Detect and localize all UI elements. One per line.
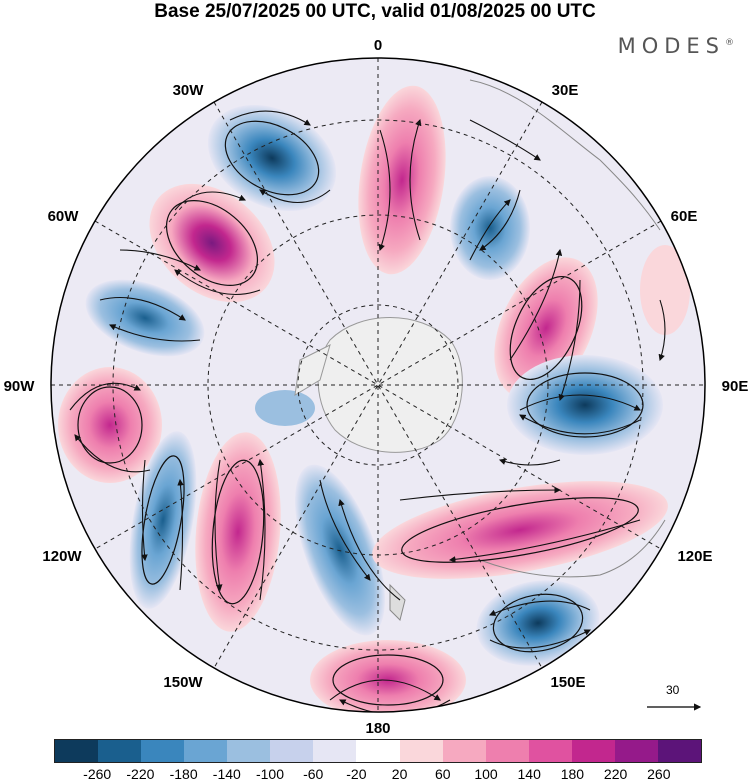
colorbar-tick-label: 220 — [603, 766, 628, 782]
anomaly-field — [51, 58, 705, 712]
lon-label-150w: 150W — [163, 674, 203, 691]
lon-label-60w: 60W — [48, 208, 80, 225]
colorbar-segment — [571, 740, 615, 762]
lon-label-30e: 30E — [552, 82, 579, 99]
colorbar-segment — [55, 740, 99, 762]
reference-vector-label: 30 — [666, 683, 680, 697]
lon-label-60e: 60E — [671, 208, 698, 225]
colorbar-segment — [356, 740, 400, 762]
colorbar-tick-label: 260 — [647, 766, 671, 782]
lon-label-150e: 150E — [550, 674, 585, 691]
colorbar-segment — [399, 740, 443, 762]
colorbar-segment — [227, 740, 271, 762]
colorbar-segment — [141, 740, 185, 762]
colorbar-tick-label: 20 — [391, 766, 408, 782]
colorbar-tick-label: -100 — [255, 766, 285, 782]
graticule — [51, 58, 705, 712]
colorbar-tick-label: 60 — [435, 766, 451, 782]
colorbar-segment — [657, 740, 701, 762]
polar-map[interactable]: 0 30E 60E 90E 120E 150E 180 150W 120W 90… — [0, 0, 750, 740]
colorbar-segment — [270, 740, 314, 762]
lon-label-30w: 30W — [173, 82, 205, 99]
colorbar-segment — [528, 740, 572, 762]
colorbar-segment — [313, 740, 357, 762]
chart-title: Base 25/07/2025 00 UTC, valid 01/08/2025… — [154, 1, 596, 22]
colorbar-tick-label: -220 — [126, 766, 155, 782]
colorbar-tick-label: -140 — [212, 766, 241, 782]
colorbar-segment — [442, 740, 486, 762]
lon-label-90w: 90W — [4, 378, 36, 395]
lon-label-120e: 120E — [677, 548, 712, 565]
colorbar-tick-label: -260 — [83, 766, 112, 782]
colorbar-segment — [614, 740, 658, 762]
colorbar-segment — [98, 740, 142, 762]
lon-label-0: 0 — [374, 37, 382, 54]
colorbar-segment — [485, 740, 529, 762]
colorbar-tick-label: 140 — [517, 766, 541, 782]
colorbar-segment — [184, 740, 228, 762]
lon-label-90e: 90E — [722, 378, 749, 395]
colorbar-tick-label: -180 — [169, 766, 198, 782]
colorbar-tick-label: 180 — [560, 766, 585, 782]
colorbar-tick-label: -60 — [303, 766, 324, 782]
colorbar-tick-label: 100 — [474, 766, 498, 782]
colorbar — [54, 739, 702, 763]
modes-logo: MODES® — [617, 34, 734, 58]
longitude-labels: 0 30E 60E 90E 120E 150E 180 150W 120W 90… — [4, 37, 749, 737]
lon-label-180: 180 — [365, 720, 390, 737]
lon-label-120w: 120W — [42, 548, 82, 565]
colorbar-tick-label: -20 — [346, 766, 367, 782]
map-border — [50, 57, 706, 713]
